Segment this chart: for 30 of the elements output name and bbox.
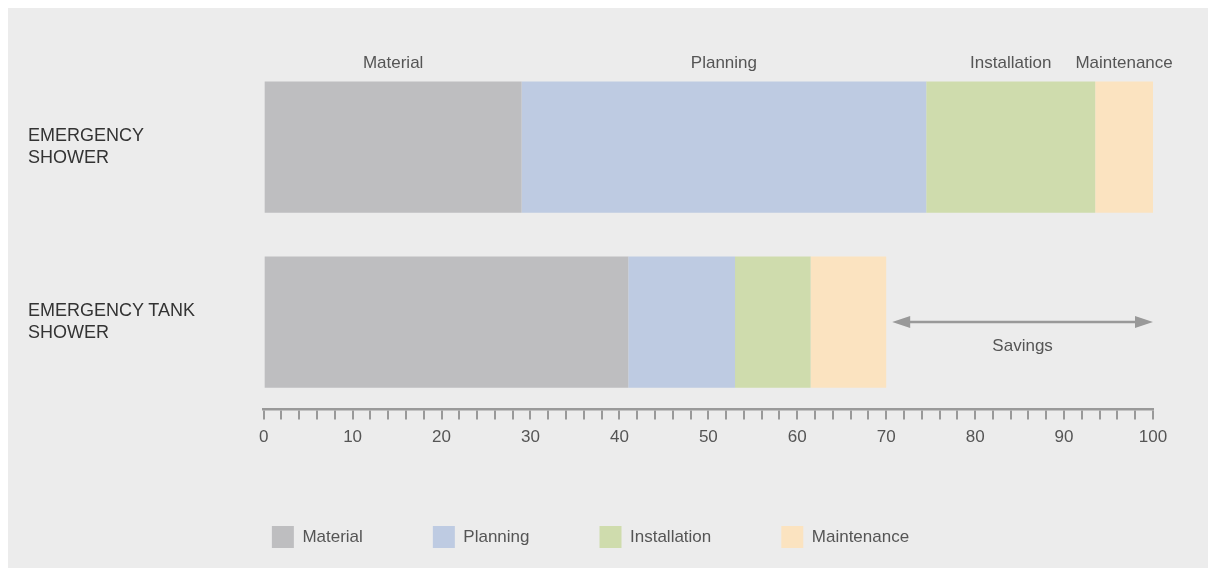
x-tick-label: 20 xyxy=(432,427,452,447)
annotation: Savings xyxy=(992,336,1053,356)
legend-label: Material xyxy=(302,526,363,546)
x-tick-label: 80 xyxy=(965,427,985,447)
bar xyxy=(264,256,629,388)
x-tick-label: 100 xyxy=(1138,427,1168,447)
x-tick-label: 60 xyxy=(787,427,807,447)
x-tick-label: 50 xyxy=(698,427,718,447)
bar xyxy=(264,81,522,213)
legend-label: Planning xyxy=(463,526,530,546)
bar xyxy=(810,256,887,388)
legend-label: Installation xyxy=(630,526,712,546)
x-tick-label: 0 xyxy=(258,427,269,447)
x-tick-label: 40 xyxy=(609,427,629,447)
x-tick-label: 10 xyxy=(343,427,363,447)
bar xyxy=(735,256,811,388)
text: Material xyxy=(362,52,424,72)
y-tick-label: EMERGENCY SHOWER xyxy=(28,125,145,167)
x-tick-label: 30 xyxy=(521,427,540,447)
x-tick-label: 70 xyxy=(876,427,896,447)
text: Installation xyxy=(970,52,1052,72)
text: Maintenance xyxy=(1075,52,1173,72)
x-tick-label: 90 xyxy=(1054,427,1074,447)
bar xyxy=(628,256,736,388)
legend-label: Maintenance xyxy=(811,526,910,546)
y-tick-label: EMERGENCY TANK SHOWER xyxy=(28,300,196,342)
bar xyxy=(1095,81,1153,213)
bar xyxy=(926,81,1096,213)
bar xyxy=(521,81,927,213)
text: Planning xyxy=(690,52,757,72)
